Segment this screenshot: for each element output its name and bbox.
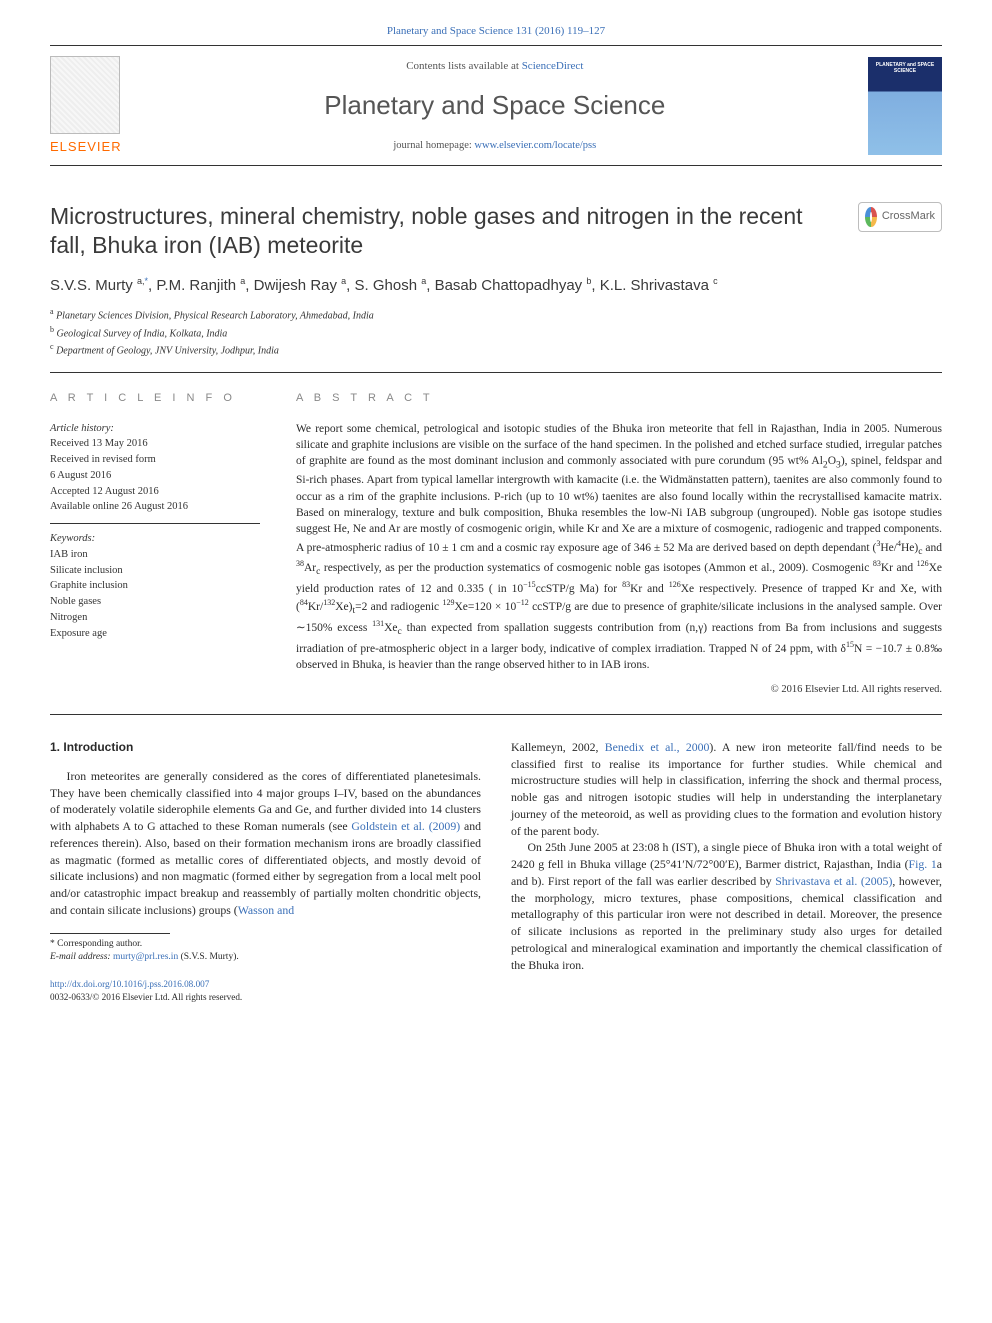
affil-b: b Geological Survey of India, Kolkata, I… xyxy=(50,324,942,341)
crossmark-label: CrossMark xyxy=(882,209,935,224)
issn-copyright: 0032-0633/© 2016 Elsevier Ltd. All right… xyxy=(50,991,481,1004)
elsevier-tree-icon xyxy=(50,56,120,134)
contents-line: Contents lists available at ScienceDirec… xyxy=(122,59,868,74)
abstract-copyright: © 2016 Elsevier Ltd. All rights reserved… xyxy=(296,683,942,698)
history-line: 6 August 2016 xyxy=(50,468,260,484)
homepage-link[interactable]: www.elsevier.com/locate/pss xyxy=(474,140,596,151)
history-line: Received in revised form xyxy=(50,452,260,468)
homepage-line: journal homepage: www.elsevier.com/locat… xyxy=(122,139,868,154)
keyword: Exposure age xyxy=(50,626,260,642)
history-label: Article history: xyxy=(50,421,260,437)
keywords-label: Keywords: xyxy=(50,532,260,547)
corr-author-note: * Corresponding author. xyxy=(50,938,481,951)
email-line: E-mail address: murty@prl.res.in (S.V.S.… xyxy=(50,951,481,964)
article-body: 1. Introduction Iron meteorites are gene… xyxy=(50,739,942,1004)
keyword: Graphite inclusion xyxy=(50,578,260,594)
keyword: Silicate inclusion xyxy=(50,563,260,579)
history-line: Available online 26 August 2016 xyxy=(50,499,260,515)
homepage-prefix: journal homepage: xyxy=(393,140,474,151)
keyword: Noble gases xyxy=(50,594,260,610)
crossmark-icon xyxy=(865,207,877,227)
footnote-rule xyxy=(50,933,170,934)
keyword: IAB iron xyxy=(50,547,260,563)
sciencedirect-link[interactable]: ScienceDirect xyxy=(522,60,584,72)
affiliations: a Planetary Sciences Division, Physical … xyxy=(50,306,942,358)
top-citation: Planetary and Space Science 131 (2016) 1… xyxy=(50,24,942,39)
masthead: ELSEVIER Contents lists available at Sci… xyxy=(50,45,942,165)
history-line: Accepted 12 August 2016 xyxy=(50,484,260,500)
contents-prefix: Contents lists available at xyxy=(406,60,521,72)
abstract-heading: A B S T R A C T xyxy=(296,391,942,406)
affil-a: a Planetary Sciences Division, Physical … xyxy=(50,306,942,323)
publisher-name: ELSEVIER xyxy=(50,138,122,156)
footnotes: * Corresponding author. E-mail address: … xyxy=(50,938,481,965)
authors: S.V.S. Murty a,*, P.M. Ranjith a, Dwijes… xyxy=(50,275,942,296)
publisher-block: ELSEVIER xyxy=(50,56,122,156)
top-citation-link[interactable]: Planetary and Space Science 131 (2016) 1… xyxy=(387,25,605,37)
abstract-col: A B S T R A C T We report some chemical,… xyxy=(296,391,942,697)
body-para: Iron meteorites are generally considered… xyxy=(50,768,481,919)
body-para: On 25th June 2005 at 23:08 h (IST), a si… xyxy=(511,839,942,973)
journal-cover-text: PLANETARY and SPACE SCIENCE xyxy=(872,63,938,74)
doi-link[interactable]: http://dx.doi.org/10.1016/j.pss.2016.08.… xyxy=(50,979,209,989)
article-info-col: A R T I C L E I N F O Article history: R… xyxy=(50,391,260,697)
abstract-text: We report some chemical, petrological an… xyxy=(296,421,942,673)
journal-cover-thumb: PLANETARY and SPACE SCIENCE xyxy=(868,57,942,155)
doi-block: http://dx.doi.org/10.1016/j.pss.2016.08.… xyxy=(50,978,481,1004)
keyword: Nitrogen xyxy=(50,610,260,626)
affil-c: c Department of Geology, JNV University,… xyxy=(50,341,942,358)
divider-1 xyxy=(50,372,942,373)
article-title: Microstructures, mineral chemistry, nobl… xyxy=(50,202,838,262)
article-info-heading: A R T I C L E I N F O xyxy=(50,391,260,406)
history-line: Received 13 May 2016 xyxy=(50,436,260,452)
section-heading-1: 1. Introduction xyxy=(50,739,481,756)
corr-email-link[interactable]: murty@prl.res.in xyxy=(113,952,178,962)
body-para-cont: Kallemeyn, 2002, Benedix et al., 2000). … xyxy=(511,739,942,840)
divider-2 xyxy=(50,714,942,715)
journal-name: Planetary and Space Science xyxy=(122,87,868,123)
crossmark-badge[interactable]: CrossMark xyxy=(858,202,942,232)
